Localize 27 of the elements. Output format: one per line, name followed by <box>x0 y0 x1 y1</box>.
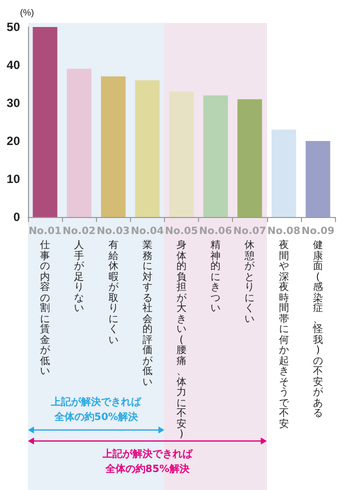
y-tick-label: 0 <box>13 210 20 224</box>
x-tick-label: No.02 人手が足りない <box>62 226 96 314</box>
bar <box>237 99 262 217</box>
bar <box>32 27 58 217</box>
y-tick-label: 20 <box>6 134 20 148</box>
category-label: No.04 業務に対する社会的評価が低い <box>130 226 164 388</box>
y-tick-label: 10 <box>6 172 20 186</box>
bar <box>169 92 194 217</box>
y-axis-title: (%) <box>20 8 34 18</box>
category-label: No.01 仕事の内容の割に賃金が低い <box>28 226 62 377</box>
bar <box>101 76 126 217</box>
category-label: No.08 夜間や深夜時間帯に何か起きそうで不安 <box>267 226 300 430</box>
bar <box>135 80 160 217</box>
bar <box>306 141 330 217</box>
y-tick-label: 30 <box>6 96 20 110</box>
category-label: No.09 健康面(感染症、怪我)の不安がある <box>301 226 334 419</box>
bar <box>272 130 296 217</box>
band-label: 上記が解決できれば全体の約50%解決 <box>50 396 142 425</box>
bar <box>203 95 228 217</box>
y-tick-label: 50 <box>6 20 20 34</box>
y-tick-label: 40 <box>6 58 20 72</box>
category-label: No.07 休憩がとりにくい <box>233 226 266 324</box>
category-label: No.03 有給休暇が取りにくい <box>96 226 130 346</box>
band-label: 上記が解決できれば全体の約85%解決 <box>101 448 194 477</box>
x-tick-label: No.06 精神的にきつい <box>198 226 233 314</box>
bar <box>66 68 92 217</box>
category-label: No.05 身体的負担が大きい(腰痛、体力に不安) <box>165 226 198 440</box>
